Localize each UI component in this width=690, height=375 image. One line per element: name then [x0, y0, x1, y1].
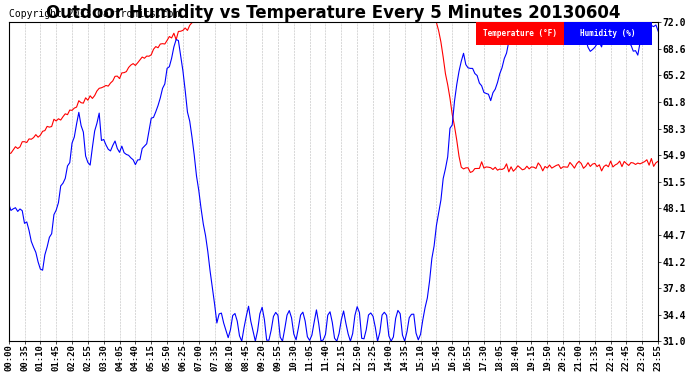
Title: Outdoor Humidity vs Temperature Every 5 Minutes 20130604: Outdoor Humidity vs Temperature Every 5 … — [46, 4, 621, 22]
Text: Copyright 2013 Cartronics.com: Copyright 2013 Cartronics.com — [9, 9, 179, 19]
